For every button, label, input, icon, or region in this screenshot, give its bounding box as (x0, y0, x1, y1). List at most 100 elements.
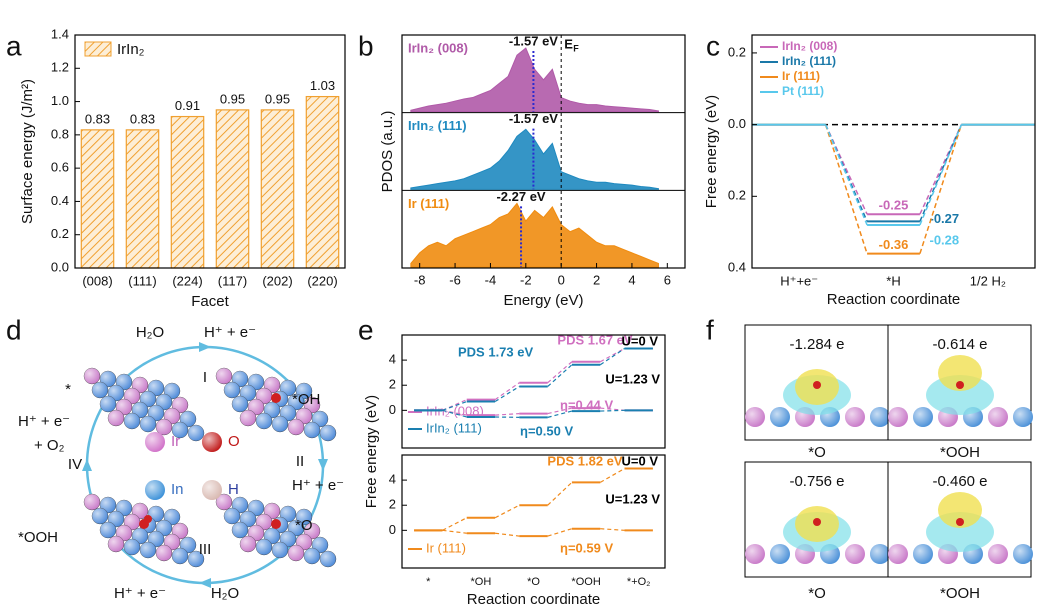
connector (600, 468, 625, 483)
y-tick-label: 0 (389, 402, 396, 417)
atom-key-shine (145, 432, 165, 452)
atom-shine (304, 548, 320, 564)
atom-key-shine (202, 432, 222, 452)
connector (494, 382, 520, 401)
bar (125, 129, 160, 269)
pdos-area (410, 47, 659, 113)
panel-letter: c (706, 30, 720, 61)
y-tick-label: 0.4 (51, 193, 69, 208)
x-tick-label: (224) (172, 273, 202, 288)
x-axis-label: Facet (191, 293, 229, 310)
x-tick-label: *+O₂ (627, 576, 651, 588)
atom-key-shine (145, 480, 165, 500)
pdos-area (410, 128, 659, 190)
data-label: -0.28 (930, 232, 960, 247)
connector (600, 348, 625, 363)
x-tick-label: -6 (449, 272, 461, 287)
adsorbate (956, 518, 964, 526)
atom-shine (288, 419, 304, 435)
legend-label: Ir (111) (426, 540, 466, 555)
y-tick-label: 0.2 (728, 188, 746, 203)
atom-shine (188, 425, 204, 441)
y-axis-label: Free energy (eV) (363, 395, 380, 508)
x-tick-label: (008) (82, 273, 112, 288)
axes-frame (401, 334, 666, 449)
cycle-label: H₂O (136, 324, 164, 341)
cycle-label: III (199, 541, 212, 558)
x-tick-label: (111) (128, 273, 156, 288)
panel-letter: d (6, 314, 22, 345)
atom-key-label: Ir (171, 433, 180, 450)
data-label: 0.91 (175, 98, 200, 113)
atom-shine (1013, 544, 1033, 564)
x-tick-label: 4 (628, 272, 635, 287)
connector (547, 361, 573, 384)
atom-shine (1013, 407, 1033, 427)
atom-shine (845, 407, 865, 427)
panel-letter: e (358, 314, 374, 345)
atom-shine (100, 396, 116, 412)
x-tick-label: 6 (664, 272, 671, 287)
y-tick-label: 2 (389, 497, 396, 512)
legend-label: IrIn₂ (008) (426, 403, 484, 418)
fermi-label: E (564, 36, 573, 51)
atom-shine (272, 416, 288, 432)
atom-shine (108, 536, 124, 552)
annotation: U=1.23 V (605, 491, 660, 506)
data-label: 0.95 (265, 91, 290, 106)
annotation: PDS 1.67 eV (557, 332, 632, 347)
panel-letter: a (6, 30, 22, 61)
x-axis-label: Reaction coordinate (467, 591, 600, 608)
atom-shine (124, 539, 140, 555)
x-tick-label: *O (527, 576, 540, 588)
cycle-label: + O₂ (34, 437, 65, 454)
y-tick-label: 0.2 (51, 226, 69, 241)
charge-label: -0.756 e (789, 473, 844, 490)
x-tick-label: *OH (471, 576, 492, 588)
adsorbate (271, 393, 281, 403)
connector (494, 385, 520, 403)
legend-swatch (84, 41, 112, 57)
charge-depletion (926, 375, 994, 415)
cycle-arrow (199, 578, 211, 588)
connector (442, 529, 467, 534)
atom-shine (224, 508, 240, 524)
annotation: U=0 V (622, 333, 659, 348)
legend-label: Pt (111) (782, 84, 824, 98)
panel-letter: f (706, 314, 714, 345)
cycle-arrow (82, 459, 92, 471)
connector (919, 124, 963, 226)
bar (260, 109, 295, 269)
annotation: η=0.59 V (560, 540, 613, 555)
atom-shine (770, 544, 790, 564)
bar (80, 129, 115, 269)
x-tick-label: -8 (414, 272, 426, 287)
connector (442, 399, 467, 411)
y-tick-label: 0.6 (51, 160, 69, 175)
connector (547, 364, 573, 387)
site-label: *O (808, 585, 826, 602)
atom-shine (745, 407, 765, 427)
panel-letter: b (358, 30, 374, 61)
y-tick-label: 2 (389, 377, 396, 392)
atom-shine (84, 494, 100, 510)
atom-shine (92, 382, 108, 398)
atom-shine (256, 413, 272, 429)
atom-shine (232, 396, 248, 412)
adsorbate (813, 518, 821, 526)
atom-shine (240, 536, 256, 552)
atom-shine (156, 545, 172, 561)
connector (547, 528, 573, 537)
atom-shine (888, 544, 908, 564)
site-label: *OOH (940, 585, 980, 602)
atom-shine (156, 419, 172, 435)
atom-shine (188, 551, 204, 567)
data-label: 0.83 (85, 111, 110, 126)
atom-shine (108, 410, 124, 426)
connector (495, 412, 520, 416)
bar (170, 115, 205, 269)
x-tick-label: H⁺+e⁻ (780, 273, 818, 288)
y-tick-label: 0.4 (728, 259, 746, 274)
y-tick-label: 0.0 (728, 116, 746, 131)
atom-shine (224, 382, 240, 398)
